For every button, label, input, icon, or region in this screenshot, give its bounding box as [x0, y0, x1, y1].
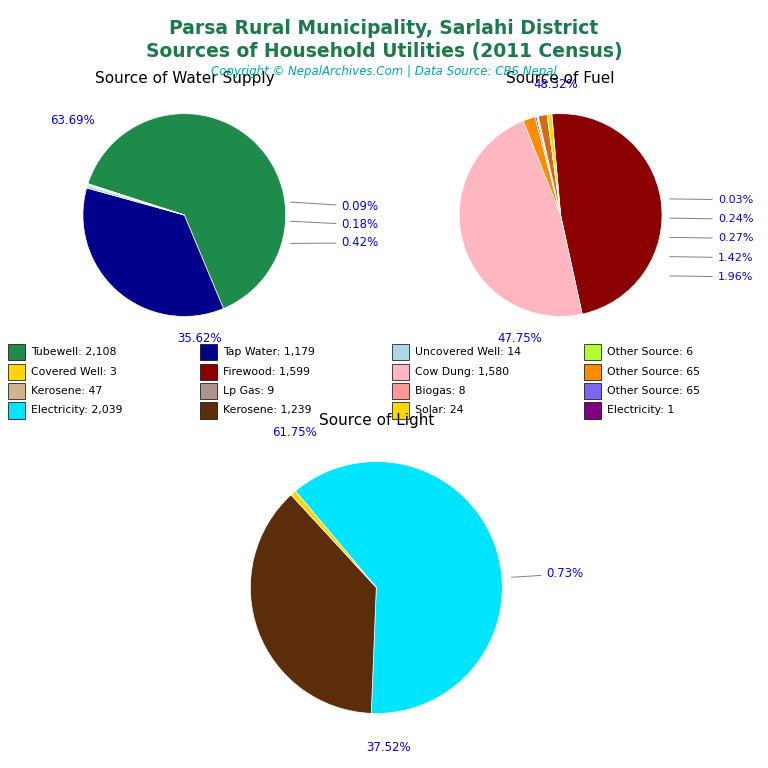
Wedge shape	[548, 114, 561, 215]
Bar	[200, 364, 217, 380]
Bar	[200, 402, 217, 419]
Wedge shape	[291, 491, 376, 588]
Bar	[584, 364, 601, 380]
Bar	[8, 383, 25, 399]
Wedge shape	[296, 462, 502, 713]
Wedge shape	[523, 117, 561, 215]
Bar	[8, 402, 25, 419]
Text: Kerosene: 1,239: Kerosene: 1,239	[223, 406, 311, 415]
Wedge shape	[88, 114, 286, 309]
Text: Copyright © NepalArchives.Com | Data Source: CBS Nepal: Copyright © NepalArchives.Com | Data Sou…	[211, 65, 557, 78]
Text: Tubewell: 2,108: Tubewell: 2,108	[31, 347, 116, 357]
Text: 0.27%: 0.27%	[670, 233, 753, 243]
Bar	[392, 383, 409, 399]
Bar	[584, 344, 601, 360]
Wedge shape	[88, 184, 184, 215]
Text: Solar: 24: Solar: 24	[415, 406, 463, 415]
Text: Sources of Household Utilities (2011 Census): Sources of Household Utilities (2011 Cen…	[146, 42, 622, 61]
Text: 63.69%: 63.69%	[51, 114, 95, 127]
Wedge shape	[537, 116, 561, 215]
Bar	[8, 364, 25, 380]
Text: 0.42%: 0.42%	[290, 237, 379, 250]
Text: 47.75%: 47.75%	[498, 332, 542, 345]
Wedge shape	[535, 117, 561, 215]
Wedge shape	[547, 114, 561, 215]
Text: 0.03%: 0.03%	[670, 195, 753, 205]
Text: Other Source: 6: Other Source: 6	[607, 347, 693, 357]
Text: 37.52%: 37.52%	[366, 741, 411, 754]
Bar	[392, 364, 409, 380]
Text: Electricity: 1: Electricity: 1	[607, 406, 674, 415]
Text: 61.75%: 61.75%	[272, 426, 317, 439]
Bar	[200, 383, 217, 399]
Text: 48.32%: 48.32%	[533, 78, 578, 91]
Text: Lp Gas: 9: Lp Gas: 9	[223, 386, 274, 396]
Text: Other Source: 65: Other Source: 65	[607, 367, 700, 377]
Text: Firewood: 1,599: Firewood: 1,599	[223, 367, 310, 377]
Text: 0.18%: 0.18%	[290, 218, 379, 231]
Bar	[200, 344, 217, 360]
Text: Biogas: 8: Biogas: 8	[415, 386, 465, 396]
Bar	[392, 402, 409, 419]
Text: 0.09%: 0.09%	[290, 200, 379, 213]
Text: Other Source: 65: Other Source: 65	[607, 386, 700, 396]
Wedge shape	[538, 114, 561, 215]
Wedge shape	[87, 185, 184, 215]
Wedge shape	[459, 121, 582, 316]
Title: Source of Water Supply: Source of Water Supply	[94, 71, 274, 86]
Wedge shape	[88, 185, 184, 215]
Text: Covered Well: 3: Covered Well: 3	[31, 367, 117, 377]
Text: 0.73%: 0.73%	[511, 568, 584, 581]
Bar	[584, 402, 601, 419]
Bar	[584, 383, 601, 399]
Bar	[8, 344, 25, 360]
Text: Uncovered Well: 14: Uncovered Well: 14	[415, 347, 521, 357]
Wedge shape	[551, 114, 662, 314]
Text: 1.42%: 1.42%	[670, 253, 753, 263]
Text: 1.96%: 1.96%	[670, 272, 753, 282]
Text: 35.62%: 35.62%	[177, 332, 222, 345]
Title: Source of Fuel: Source of Fuel	[506, 71, 615, 86]
Wedge shape	[83, 188, 223, 316]
Text: Tap Water: 1,179: Tap Water: 1,179	[223, 347, 315, 357]
Text: 0.24%: 0.24%	[670, 214, 753, 224]
Text: Parsa Rural Municipality, Sarlahi District: Parsa Rural Municipality, Sarlahi Distri…	[170, 19, 598, 38]
Title: Source of Light: Source of Light	[319, 412, 434, 428]
Text: Cow Dung: 1,580: Cow Dung: 1,580	[415, 367, 509, 377]
Bar	[392, 344, 409, 360]
Text: Kerosene: 47: Kerosene: 47	[31, 386, 102, 396]
Wedge shape	[250, 495, 376, 713]
Text: Electricity: 2,039: Electricity: 2,039	[31, 406, 122, 415]
